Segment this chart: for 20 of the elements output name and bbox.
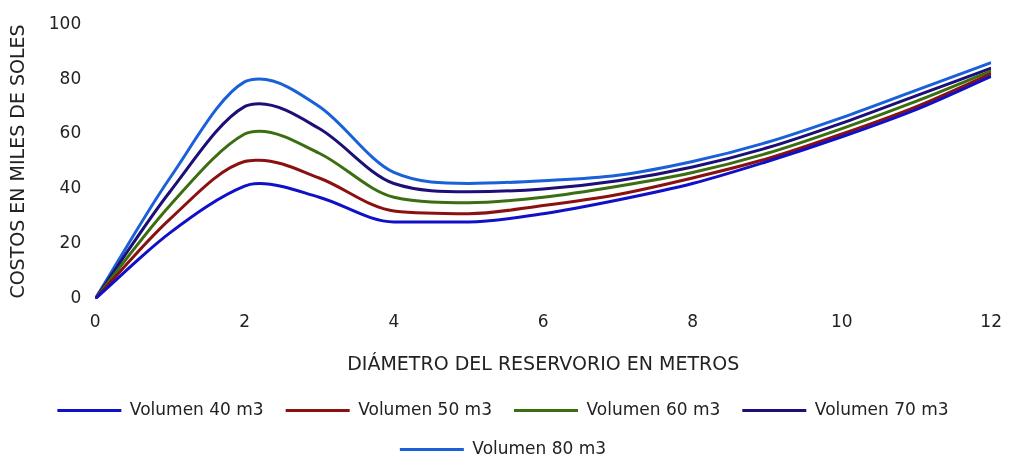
- y-tick-label: 0: [70, 287, 82, 308]
- x-tick-label: 6: [537, 311, 549, 332]
- x-axis-title: DIÁMETRO DEL RESERVORIO EN METROS: [347, 351, 740, 374]
- y-tick-label: 100: [48, 12, 82, 33]
- x-tick-label: 12: [980, 311, 1002, 332]
- y-tick-label: 20: [59, 232, 82, 253]
- legend-label: Volumen 80 m3: [472, 437, 607, 458]
- y-axis-title: COSTOS EN MILES DE SOLES: [6, 24, 29, 299]
- legend-label: Volumen 50 m3: [358, 398, 493, 419]
- x-tick-label: 10: [831, 311, 853, 332]
- x-tick-label: 2: [239, 311, 250, 332]
- legend-label: Volumen 40 m3: [129, 398, 264, 419]
- x-tick-label: 0: [89, 311, 101, 332]
- y-tick-label: 40: [59, 177, 82, 198]
- legend-label: Volumen 60 m3: [586, 398, 721, 419]
- y-tick-label: 80: [59, 67, 82, 88]
- x-tick-label: 8: [687, 311, 698, 332]
- x-tick-label: 4: [388, 311, 400, 332]
- legend-label: Volumen 70 m3: [814, 398, 949, 419]
- y-tick-label: 60: [59, 122, 82, 143]
